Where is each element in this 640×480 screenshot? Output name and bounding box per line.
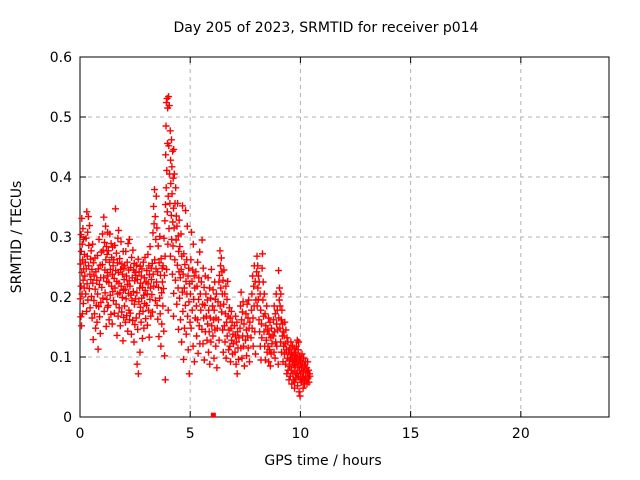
plot-border bbox=[79, 56, 610, 418]
x-tick-label: 0 bbox=[76, 426, 85, 442]
tick-labels: 0 5 10 15 20 0 0.1 0.2 0.3 0.4 0.5 0.6 bbox=[50, 50, 530, 442]
x-tick-label: 15 bbox=[402, 426, 420, 442]
y-tick-label: 0.6 bbox=[50, 50, 72, 66]
x-tick-label: 5 bbox=[186, 426, 195, 442]
chart-title: Day 205 of 2023, SRMTID for receiver p01… bbox=[173, 20, 478, 36]
y-tick-label: 0.2 bbox=[50, 290, 72, 306]
y-tick-label: 0.3 bbox=[50, 230, 72, 246]
y-tick-label: 0 bbox=[63, 410, 72, 426]
y-axis-label: SRMTID / TECUs bbox=[9, 181, 25, 294]
x-axis-label: GPS time / hours bbox=[264, 453, 381, 469]
y-tick-label: 0.5 bbox=[50, 110, 72, 126]
axis-ticks bbox=[79, 56, 609, 418]
square-marker-point bbox=[210, 412, 216, 418]
y-tick-label: 0.1 bbox=[50, 350, 72, 366]
x-tick-label: 20 bbox=[512, 426, 530, 442]
y-tick-label: 0.4 bbox=[50, 170, 72, 186]
scatter-plus-markers bbox=[76, 93, 314, 400]
data-points bbox=[76, 93, 314, 418]
x-tick-label: 10 bbox=[292, 426, 310, 442]
